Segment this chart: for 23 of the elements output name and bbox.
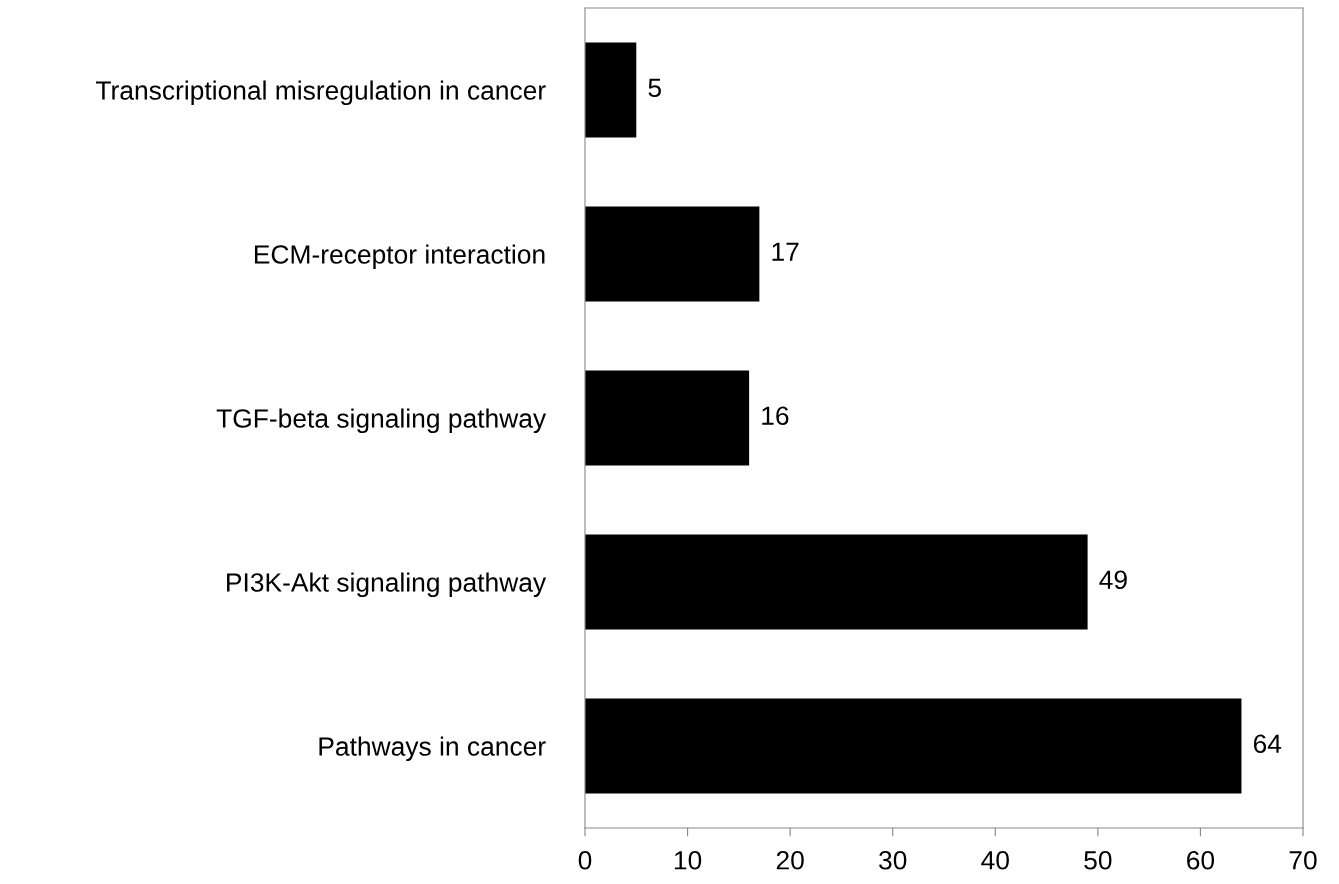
x-tick-label: 50 (1084, 850, 1112, 870)
bar (585, 206, 760, 302)
data-label: 17 (772, 242, 799, 261)
x-tick-label: 70 (1289, 850, 1317, 870)
y-tick-label: Transcriptional misregulation in cancer (95, 80, 546, 106)
bar (585, 534, 1088, 630)
y-tick-label: PI3K-Akt signaling pathway (227, 572, 547, 598)
data-label: 16 (762, 406, 789, 426)
y-tick-label: Pathways in cancer (319, 736, 546, 762)
bar (585, 698, 1242, 794)
data-label: 5 (648, 78, 661, 98)
x-tick-label: 10 (674, 850, 702, 870)
x-tick-label: 0 (578, 850, 592, 870)
x-tick-label: 40 (981, 850, 1009, 870)
x-tick-label: 30 (879, 850, 907, 870)
y-tick-label: TGF-beta signaling pathway (216, 408, 547, 434)
x-tick-label: 20 (776, 850, 804, 870)
data-label: 49 (1099, 570, 1127, 590)
bar (585, 42, 637, 138)
y-tick-label: ECM-receptor interaction (254, 244, 545, 270)
x-tick-label: 60 (1187, 850, 1215, 870)
bar (585, 370, 750, 466)
data-label: 64 (1253, 734, 1282, 754)
